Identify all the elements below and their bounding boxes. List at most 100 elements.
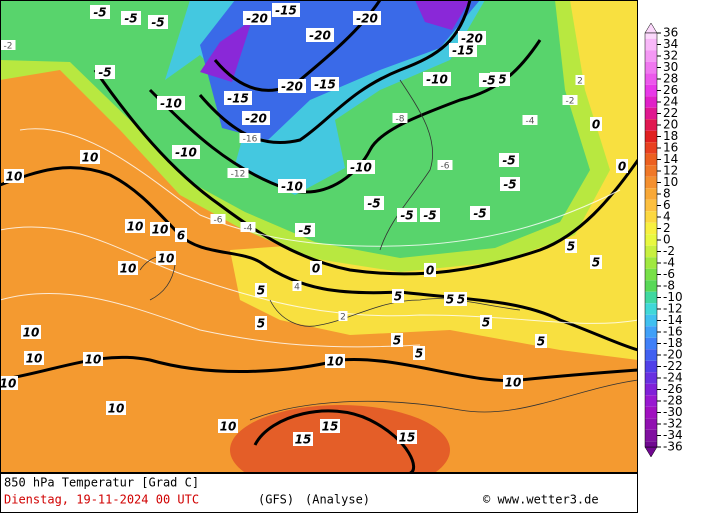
isotherms xyxy=(0,128,638,348)
label-box xyxy=(449,43,477,57)
colorbar-cell xyxy=(645,199,657,212)
colorbar-cell xyxy=(645,291,657,304)
contour-label: 5 xyxy=(457,293,465,307)
colorbar-tick-label: -26 xyxy=(663,382,683,396)
contour-label: 5 xyxy=(257,317,265,331)
colorbar-cell xyxy=(645,406,657,419)
label-box xyxy=(437,160,453,170)
label-box xyxy=(175,228,187,242)
contour-label: 0 xyxy=(618,160,626,174)
isotherm-label: 4 xyxy=(294,283,300,293)
contour-label: 5 xyxy=(415,347,423,361)
contour-label: 5 xyxy=(446,293,454,307)
label-box xyxy=(455,292,467,306)
label-box xyxy=(295,223,315,237)
colorbar-cell xyxy=(645,142,657,154)
colorbar-tick-label: -30 xyxy=(663,405,683,419)
label-box xyxy=(121,11,141,25)
label-box xyxy=(210,214,226,224)
colorbar-tick-label: -16 xyxy=(663,325,683,339)
label-box xyxy=(95,65,115,79)
label-box xyxy=(616,159,628,173)
colorbar-tick-label: 12 xyxy=(663,164,678,178)
label-box xyxy=(157,96,185,110)
label-box xyxy=(392,113,408,123)
contour-label: 10 xyxy=(158,252,175,266)
contour-label: 10 xyxy=(0,377,16,391)
label-box xyxy=(424,263,436,277)
contour-label: -15 xyxy=(275,4,297,18)
contour-label: -10 xyxy=(426,73,448,87)
footer-box xyxy=(0,473,638,513)
colorbar-cell xyxy=(645,280,657,292)
label-box xyxy=(156,251,176,265)
isotherm-label: -4 xyxy=(526,117,535,127)
colorbar-cell xyxy=(645,245,657,258)
contour-label: 10 xyxy=(82,151,99,165)
colorbar-cell xyxy=(645,176,657,189)
contour-label: -15 xyxy=(314,78,336,92)
colorbar-tick-label: -18 xyxy=(663,336,683,350)
contour-label: -15 xyxy=(227,92,249,106)
contour-label: 10 xyxy=(152,223,169,237)
colorbar-cell xyxy=(645,234,657,246)
colorbar-tick-label: 26 xyxy=(663,83,678,97)
contour-label: -5 xyxy=(423,209,436,223)
label-box xyxy=(338,311,348,321)
contour-label: 10 xyxy=(505,376,522,390)
colorbar-cell xyxy=(645,395,657,407)
label-box xyxy=(4,169,24,183)
contour-label: -10 xyxy=(281,180,303,194)
colorbar-cell xyxy=(645,84,657,97)
label-box xyxy=(240,222,256,232)
label-box xyxy=(243,11,271,25)
colorbar-cell xyxy=(645,372,657,384)
label-box xyxy=(292,281,302,291)
label-box xyxy=(239,133,261,143)
label-box xyxy=(535,334,547,348)
label-box xyxy=(444,292,456,306)
contour-label: 0 xyxy=(592,118,600,132)
colorbar-cell xyxy=(645,441,657,447)
colorbar-cell xyxy=(645,268,657,281)
label-box xyxy=(320,419,340,433)
label-box xyxy=(148,15,168,29)
label-box xyxy=(310,261,322,275)
label-box xyxy=(420,208,440,222)
colorbar-tick-label: -8 xyxy=(663,279,675,293)
colorbar-frame xyxy=(644,32,658,448)
contour-label: -5 xyxy=(400,209,413,223)
contour-label: -20 xyxy=(309,29,331,43)
contour-label: 6 xyxy=(177,229,185,243)
contour-label: 10 xyxy=(6,170,23,184)
contour-label: -5 xyxy=(298,224,311,238)
contour-label: -20 xyxy=(356,12,378,26)
label-box xyxy=(503,375,523,389)
footer-title: 850 hPa Temperatur [Grad C] xyxy=(4,476,199,490)
colorbar-tick-label: 0 xyxy=(663,233,671,247)
label-box xyxy=(364,196,384,210)
colorbar-cell xyxy=(645,50,657,62)
contour-label: -10 xyxy=(175,146,197,160)
contour-label: -5 xyxy=(482,74,495,88)
contour-label: 5 xyxy=(537,335,545,349)
colorbar-cell xyxy=(645,418,657,430)
footer-mode: (Analyse) xyxy=(305,493,370,507)
isotherm-label: 2 xyxy=(577,77,583,87)
label-box xyxy=(255,316,267,330)
colorbar-tick-label: -28 xyxy=(663,394,683,408)
label-box xyxy=(278,79,306,93)
colorbar-tick-label: -14 xyxy=(663,313,683,327)
label-box xyxy=(413,346,425,360)
label-box xyxy=(575,75,585,85)
isotherm-label: -6 xyxy=(214,216,223,226)
colorbar-cell xyxy=(645,107,657,120)
label-box xyxy=(172,145,200,159)
contour-label: 10 xyxy=(23,326,40,340)
contour-label: -10 xyxy=(350,161,372,175)
colorbar-cell xyxy=(645,326,657,338)
field-yellow xyxy=(230,0,638,360)
label-box xyxy=(500,177,520,191)
label-box xyxy=(255,283,267,297)
contour-label: 10 xyxy=(327,355,344,369)
